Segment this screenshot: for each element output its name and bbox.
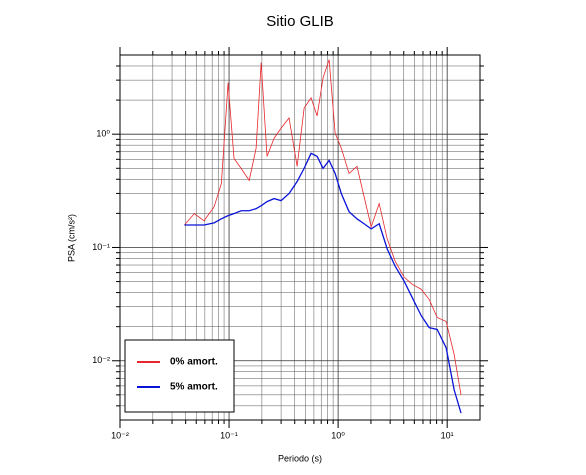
series-line bbox=[184, 152, 462, 414]
legend-label: 5% amort. bbox=[170, 382, 218, 393]
chart-title: Sitio GLIB bbox=[266, 13, 334, 30]
series-line bbox=[184, 59, 462, 396]
y-tick-label: 10⁰ bbox=[96, 129, 110, 139]
y-tick-label: 10⁻¹ bbox=[92, 242, 110, 252]
legend-label: 0% amort. bbox=[170, 357, 218, 368]
x-tick-label: 10¹ bbox=[441, 430, 454, 440]
x-tick-label: 10⁻¹ bbox=[220, 430, 238, 440]
x-tick-label: 10⁰ bbox=[331, 430, 345, 440]
x-tick-label: 10⁻² bbox=[111, 430, 129, 440]
x-axis-label: Periodo (s) bbox=[278, 453, 322, 463]
y-tick-label: 10⁻² bbox=[92, 355, 110, 365]
plot-frame bbox=[119, 54, 481, 421]
y-axis-label: PSA (cm/s²) bbox=[66, 214, 76, 262]
legend-box bbox=[124, 339, 235, 413]
